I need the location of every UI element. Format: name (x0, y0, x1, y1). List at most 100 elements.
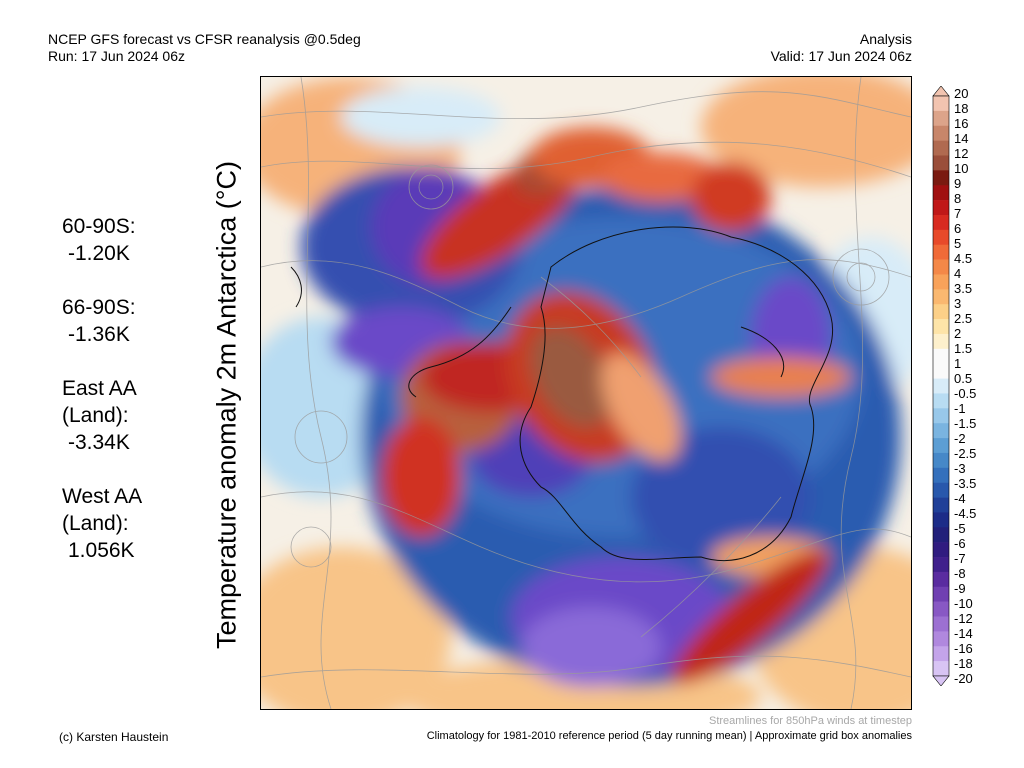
colorbar-swatch (933, 229, 949, 246)
colorbar-swatch (933, 319, 949, 335)
colorbar-swatch (933, 185, 949, 201)
colorbar-label: 2 (954, 326, 962, 341)
colorbar-swatch (933, 170, 949, 186)
colorbar-label: -12 (954, 611, 973, 626)
colorbar-swatch (933, 140, 949, 156)
colorbar-swatch (933, 527, 949, 543)
colorbar-label: 1 (954, 356, 962, 371)
analysis-label: Analysis (859, 31, 912, 47)
colorbar-label: 6 (954, 221, 962, 236)
stat-60-90s: 60-90S: -1.20K (62, 213, 142, 267)
colorbar-swatch (933, 125, 949, 141)
valid-time: Valid: 17 Jun 2024 06z (770, 48, 912, 64)
stat-value: 1.056K (68, 539, 135, 562)
colorbar-swatch (933, 289, 949, 305)
stat-label: West AA (Land): (62, 485, 143, 535)
colorbar-label: 8 (954, 191, 962, 206)
colorbar-swatch (933, 200, 949, 216)
stat-66-90s: 66-90S: -1.36K (62, 294, 142, 348)
colorbar-label: -16 (954, 641, 973, 656)
anomaly-field (261, 77, 911, 709)
colorbar-swatch (933, 259, 949, 275)
model-title: NCEP GFS forecast vs CFSR reanalysis @0.… (48, 31, 361, 47)
stat-value: -3.34K (68, 431, 130, 454)
stat-label: 66-90S: (62, 296, 136, 319)
regional-stats: 60-90S: -1.20K 66-90S: -1.36K East AA (L… (62, 213, 142, 591)
colorbar-swatch (933, 571, 949, 588)
colorbar-label: 4.5 (954, 251, 973, 266)
colorbar-swatch (933, 661, 949, 677)
colorbar-swatch (933, 393, 949, 409)
colorbar-swatch (933, 244, 949, 260)
streamlines-note: Streamlines for 850hPa winds at timestep (709, 715, 912, 727)
colorbar-label: -2.5 (954, 446, 977, 461)
stat-label: 60-90S: (62, 215, 136, 238)
anomaly-map[interactable] (260, 76, 912, 710)
colorbar-label: 4 (954, 266, 962, 281)
colorbar-label: -7 (954, 551, 966, 566)
colorbar-label: 12 (954, 146, 969, 161)
colorbar-label: -20 (954, 671, 973, 686)
colorbar-label: 3 (954, 296, 962, 311)
colorbar-label: 16 (954, 116, 969, 131)
run-time: Run: 17 Jun 2024 06z (48, 48, 185, 64)
colorbar-swatch (933, 482, 949, 498)
colorbar-swatch (933, 601, 949, 617)
colorbar-label: -6 (954, 536, 966, 551)
colorbar-label: -10 (954, 596, 973, 611)
colorbar-swatch (933, 452, 949, 469)
colorbar-swatch (933, 631, 949, 647)
colorbar-swatch (933, 557, 949, 573)
colorbar-swatch (933, 96, 949, 112)
colorbar-label: 14 (954, 131, 969, 146)
stat-value: -1.36K (68, 323, 130, 346)
colorbar-labels: 20 18 16 14 12 10 9 8 7 6 5 4.5 4 3.5 3 2.5 2 1.5 1 0.5 -0.5… (954, 87, 1014, 687)
colorbar-label: -3 (954, 461, 966, 476)
colorbar-swatch (933, 214, 949, 231)
colorbar-swatch (933, 378, 949, 394)
colorbar-label: -3.5 (954, 476, 977, 491)
colorbar-label: -8 (954, 566, 966, 581)
colorbar-label: 10 (954, 161, 969, 176)
colorbar-label: -4.5 (954, 506, 977, 521)
colorbar-swatch (933, 512, 949, 528)
colorbar-label: -2 (954, 431, 966, 446)
colorbar-swatch (933, 438, 949, 454)
colorbar-swatch (933, 304, 949, 320)
stat-label: East AA (Land): (62, 377, 137, 427)
colorbar-label: -0.5 (954, 386, 977, 401)
streamlines (261, 77, 911, 709)
colorbar-label: 0.5 (954, 371, 973, 386)
colorbar-label: -1 (954, 401, 966, 416)
colorbar-swatch (933, 542, 949, 558)
colorbar-swatch (933, 467, 949, 483)
colorbar-swatch (933, 274, 949, 290)
colorbar (932, 86, 950, 686)
colorbar-swatch (933, 363, 949, 379)
colorbar-label: -1.5 (954, 416, 977, 431)
credit-text: (c) Karsten Haustein (59, 730, 169, 744)
colorbar-bottom-arrow (932, 675, 950, 686)
colorbar-label: 20 (954, 86, 969, 101)
colorbar-label: -4 (954, 491, 966, 506)
colorbar-swatch (933, 155, 949, 171)
colorbar-top-arrow (932, 86, 950, 97)
colorbar-swatch (933, 586, 949, 602)
colorbar-label: 5 (954, 236, 962, 251)
colorbar-swatch (933, 616, 949, 632)
colorbar-label: 9 (954, 176, 962, 191)
colorbar-label: 1.5 (954, 341, 973, 356)
header-right: Analysis Valid: 17 Jun 2024 06z (771, 31, 912, 65)
colorbar-label: -18 (954, 656, 973, 671)
colorbar-swatch (933, 110, 949, 127)
vertical-map-title: Temperature anomaly 2m Antarctica (°C) (211, 161, 242, 649)
colorbar-swatch (933, 333, 949, 350)
colorbar-label: -5 (954, 521, 966, 536)
map-svg (261, 77, 911, 709)
stat-west-aa: West AA (Land): 1.056K (62, 483, 142, 564)
colorbar-swatch (933, 423, 949, 439)
colorbar-swatch (933, 646, 949, 662)
stat-value: -1.20K (68, 242, 130, 265)
colorbar-label: -14 (954, 626, 973, 641)
climatology-note: Climatology for 1981-2010 reference peri… (426, 730, 912, 742)
